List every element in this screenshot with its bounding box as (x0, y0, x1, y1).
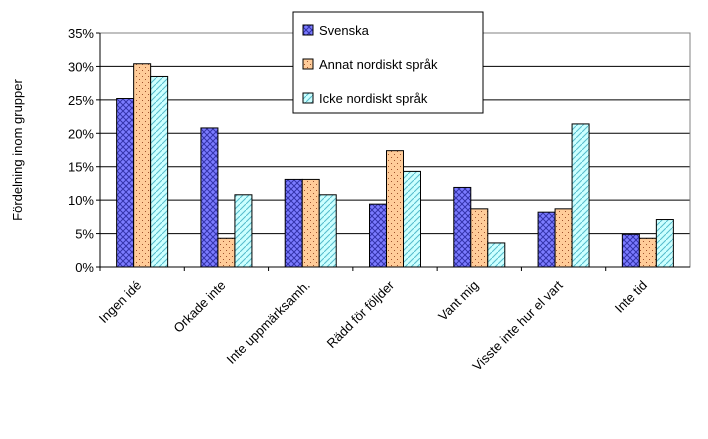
bar (487, 242, 506, 268)
legend-swatch (302, 24, 314, 36)
y-tick-label: 20% (68, 126, 94, 141)
y-tick-label: 35% (68, 26, 94, 41)
legend-box (292, 11, 484, 114)
bar (284, 178, 303, 268)
x-tick-label: Inte uppmärksamh. (224, 278, 313, 367)
bar (150, 75, 169, 268)
y-tick-label: 30% (68, 59, 94, 74)
y-tick-label: 25% (68, 93, 94, 108)
bar (453, 186, 472, 268)
bar (621, 233, 640, 268)
bar (554, 208, 573, 268)
x-tick-label: Rädd för följder (324, 277, 398, 351)
x-tick-label: Orkade inte (170, 278, 228, 336)
legend-label: Icke nordiskt språk (319, 91, 428, 106)
y-tick-label: 10% (68, 193, 94, 208)
bar (133, 63, 152, 268)
bar (369, 203, 387, 268)
bar (537, 211, 556, 268)
bar (217, 237, 236, 268)
y-tick-label: 0% (75, 260, 94, 275)
bar (301, 178, 320, 268)
legend-label: Annat nordiskt språk (319, 57, 438, 72)
y-tick-label: 5% (75, 227, 94, 242)
bar (386, 150, 404, 268)
bar (470, 208, 489, 268)
legend-swatch (302, 92, 314, 104)
legend-label: Svenska (319, 23, 370, 38)
y-tick-label: 15% (68, 160, 94, 175)
bar (200, 127, 219, 268)
legend-swatch (302, 58, 314, 70)
bar (571, 123, 590, 268)
x-tick-label: Vant mig (435, 278, 481, 324)
bar (318, 194, 337, 268)
x-tick-label: Inte tid (612, 278, 650, 316)
x-tick-label: Ingen idé (96, 278, 144, 326)
bar (403, 170, 421, 268)
bar (655, 219, 674, 268)
bar (638, 237, 657, 268)
x-tick-label: Visste inte hur el vart (469, 277, 566, 374)
bar (234, 194, 253, 268)
bar (116, 98, 135, 268)
y-axis-label: Fördelning inom grupper (10, 79, 25, 221)
